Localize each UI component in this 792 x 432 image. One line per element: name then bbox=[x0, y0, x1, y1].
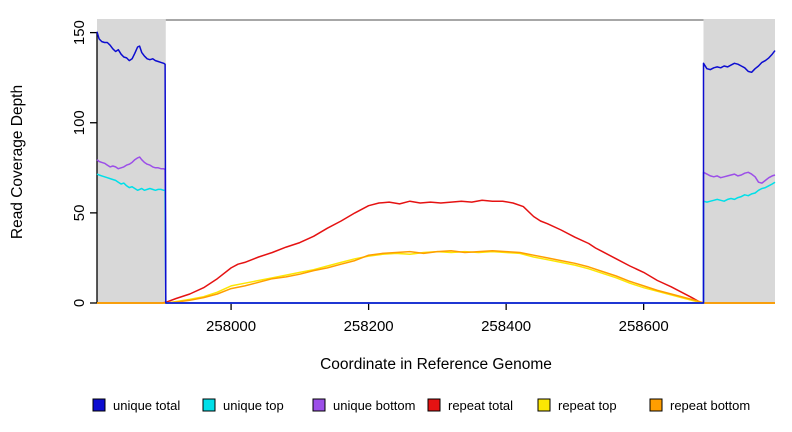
legend-item-unique-bottom: unique bottom bbox=[312, 398, 415, 413]
repeat-total-swatch-icon bbox=[427, 398, 441, 412]
y-axis-title: Read Coverage Depth bbox=[9, 85, 26, 239]
legend-label-repeat-total: repeat total bbox=[448, 398, 513, 413]
y-tick-label: 0 bbox=[71, 299, 88, 307]
legend-item-repeat-top: repeat top bbox=[537, 398, 617, 413]
legend-label-unique-total: unique total bbox=[113, 398, 180, 413]
legend-item-repeat-total: repeat total bbox=[427, 398, 513, 413]
legend-item-unique-total: unique total bbox=[92, 398, 180, 413]
series-line-repeat-total bbox=[97, 199, 775, 304]
legend-item-repeat-bottom: repeat bottom bbox=[649, 398, 750, 413]
legend-item-unique-top: unique top bbox=[202, 398, 284, 413]
x-tick-label: 258000 bbox=[206, 318, 256, 335]
right-flank-unique-region bbox=[703, 19, 775, 303]
unique-total-swatch-icon bbox=[92, 398, 106, 412]
x-tick-label: 258600 bbox=[619, 318, 669, 335]
legend-label-unique-top: unique top bbox=[223, 398, 284, 413]
unique-bottom-swatch-icon bbox=[312, 398, 326, 412]
x-tick-label: 258400 bbox=[481, 318, 531, 335]
repeat-top-swatch-icon bbox=[537, 398, 551, 412]
x-tick-label: 258200 bbox=[344, 318, 394, 335]
x-axis-title: Coordinate in Reference Genome bbox=[320, 356, 552, 373]
series-line-unique-top bbox=[96, 173, 776, 304]
legend-label-repeat-bottom: repeat bottom bbox=[670, 398, 750, 413]
unique-top-swatch-icon bbox=[202, 398, 216, 412]
left-flank-unique-region bbox=[97, 19, 166, 303]
y-tick-label: 50 bbox=[71, 205, 88, 222]
legend-label-unique-bottom: unique bottom bbox=[333, 398, 415, 413]
repeat-bottom-swatch-icon bbox=[649, 398, 663, 412]
y-tick-label: 150 bbox=[71, 20, 88, 45]
plot-area: 258000 258200 258400 258600 0 50 100 150 bbox=[71, 19, 776, 335]
series-line-repeat-bottom bbox=[97, 249, 775, 304]
series-line-unique-total bbox=[96, 31, 776, 304]
legend: unique total unique top unique bottom re… bbox=[92, 398, 750, 413]
series-line-unique-bottom bbox=[96, 156, 776, 304]
legend-label-repeat-top: repeat top bbox=[558, 398, 617, 413]
y-tick-label: 100 bbox=[71, 110, 88, 135]
